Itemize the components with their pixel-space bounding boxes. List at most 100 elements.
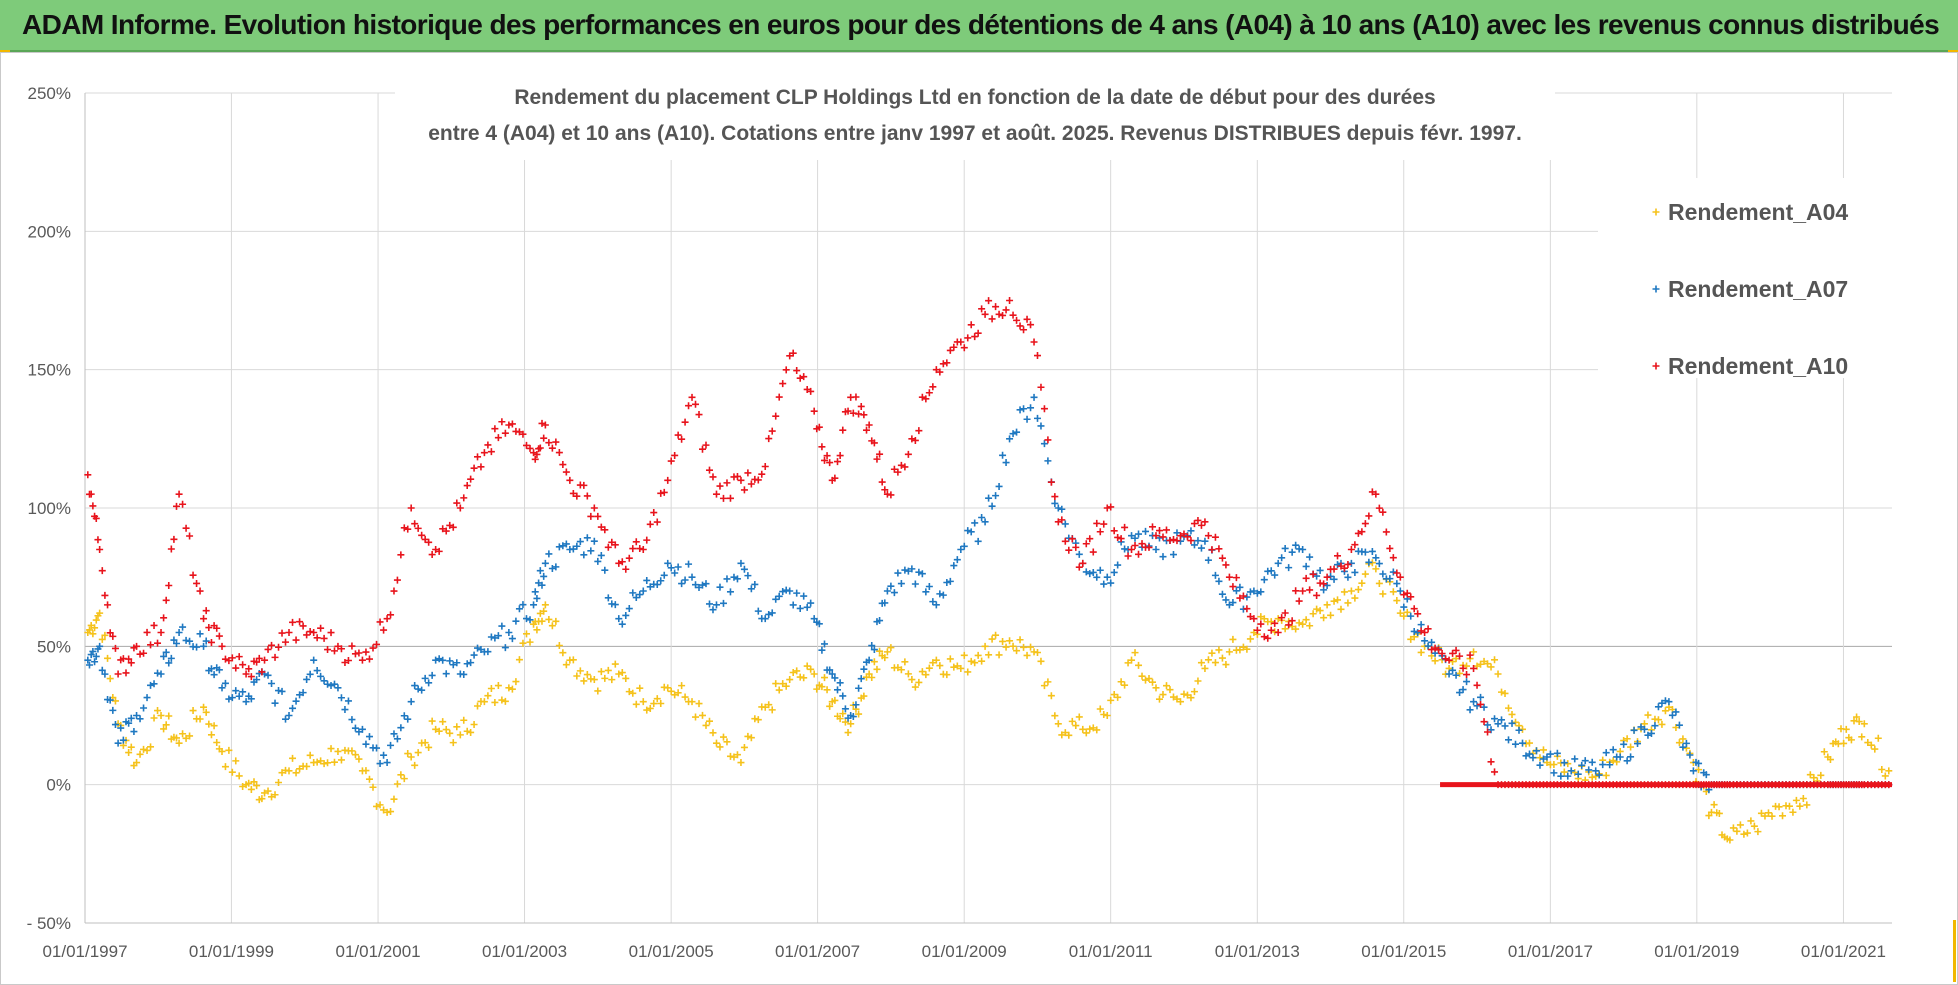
data-point bbox=[1169, 536, 1177, 544]
data-point bbox=[918, 570, 926, 578]
data-point bbox=[200, 615, 208, 623]
data-point bbox=[922, 395, 930, 403]
data-point bbox=[1211, 533, 1219, 541]
data-point bbox=[932, 601, 940, 609]
data-point bbox=[674, 431, 682, 439]
data-point bbox=[491, 425, 499, 433]
data-point bbox=[601, 526, 609, 534]
data-point bbox=[583, 534, 591, 542]
data-point bbox=[225, 746, 233, 754]
data-point bbox=[1571, 755, 1579, 763]
data-point bbox=[275, 643, 283, 651]
data-point bbox=[1379, 590, 1387, 598]
data-point bbox=[852, 701, 860, 709]
data-point bbox=[1320, 586, 1328, 594]
data-point bbox=[685, 560, 693, 568]
data-point bbox=[337, 694, 345, 702]
data-point bbox=[109, 632, 117, 640]
data-point bbox=[411, 761, 419, 769]
data-point bbox=[1051, 493, 1059, 501]
data-point bbox=[205, 720, 213, 728]
data-point bbox=[334, 684, 342, 692]
data-point bbox=[1204, 532, 1212, 540]
data-point bbox=[1215, 646, 1223, 654]
data-point bbox=[925, 389, 933, 397]
data-point bbox=[165, 659, 173, 667]
data-point bbox=[1159, 691, 1167, 699]
data-point bbox=[1103, 573, 1111, 581]
data-point bbox=[1100, 711, 1108, 719]
data-point bbox=[1393, 569, 1401, 577]
data-point bbox=[1630, 726, 1638, 734]
data-point bbox=[1881, 772, 1889, 780]
data-point bbox=[522, 441, 530, 449]
data-point bbox=[130, 728, 138, 736]
data-point bbox=[133, 642, 141, 650]
data-point bbox=[1508, 719, 1516, 727]
data-point bbox=[985, 651, 993, 659]
data-point bbox=[515, 428, 523, 436]
data-point bbox=[922, 588, 930, 596]
data-point bbox=[1715, 809, 1723, 817]
data-point bbox=[1281, 625, 1289, 633]
data-point bbox=[726, 494, 734, 502]
data-point bbox=[536, 444, 544, 452]
data-point bbox=[258, 668, 266, 676]
data-point bbox=[1309, 570, 1317, 578]
data-point bbox=[818, 443, 826, 451]
data-point bbox=[740, 743, 748, 751]
data-point bbox=[929, 598, 937, 606]
data-point bbox=[1560, 759, 1568, 767]
data-point bbox=[175, 629, 183, 636]
x-tick-label: 01/01/2003 bbox=[482, 942, 567, 961]
y-tick-label: 150% bbox=[28, 361, 71, 380]
data-point bbox=[306, 628, 314, 636]
data-point bbox=[228, 768, 236, 776]
data-point bbox=[150, 621, 158, 629]
data-point bbox=[1274, 629, 1282, 636]
data-point bbox=[439, 656, 447, 664]
data-point bbox=[1110, 568, 1118, 576]
data-point bbox=[376, 801, 384, 809]
data-point bbox=[460, 716, 468, 724]
data-point bbox=[1501, 689, 1509, 697]
data-point bbox=[383, 759, 391, 767]
data-point bbox=[1606, 761, 1614, 769]
data-point bbox=[498, 696, 506, 704]
data-point bbox=[796, 604, 804, 612]
data-point bbox=[1313, 605, 1321, 613]
data-point bbox=[1142, 676, 1150, 684]
data-point bbox=[1438, 650, 1446, 658]
data-point bbox=[632, 700, 640, 708]
data-point bbox=[533, 594, 541, 602]
data-point bbox=[855, 410, 863, 418]
data-point bbox=[1686, 751, 1694, 759]
data-point bbox=[1470, 664, 1478, 672]
data-point bbox=[1295, 597, 1303, 605]
data-point bbox=[306, 670, 314, 678]
data-point bbox=[562, 661, 570, 669]
data-point bbox=[104, 601, 112, 609]
data-point bbox=[1194, 516, 1202, 524]
data-point bbox=[540, 607, 548, 615]
data-point bbox=[117, 724, 125, 732]
data-point bbox=[1588, 773, 1596, 781]
data-point bbox=[330, 758, 338, 766]
data-point bbox=[104, 654, 112, 662]
data-point bbox=[636, 545, 644, 553]
data-point bbox=[857, 402, 865, 410]
data-point bbox=[709, 606, 717, 614]
y-tick-label: 100% bbox=[28, 499, 71, 518]
data-point bbox=[555, 543, 563, 551]
data-point bbox=[393, 576, 401, 584]
data-point bbox=[988, 315, 996, 323]
data-point bbox=[657, 700, 665, 708]
data-point bbox=[1082, 729, 1090, 737]
data-point bbox=[235, 692, 243, 700]
data-point bbox=[915, 678, 923, 686]
data-point bbox=[653, 518, 661, 526]
data-point bbox=[1183, 533, 1191, 541]
data-point bbox=[275, 779, 283, 787]
data-point bbox=[446, 521, 454, 529]
data-point bbox=[1668, 711, 1676, 719]
